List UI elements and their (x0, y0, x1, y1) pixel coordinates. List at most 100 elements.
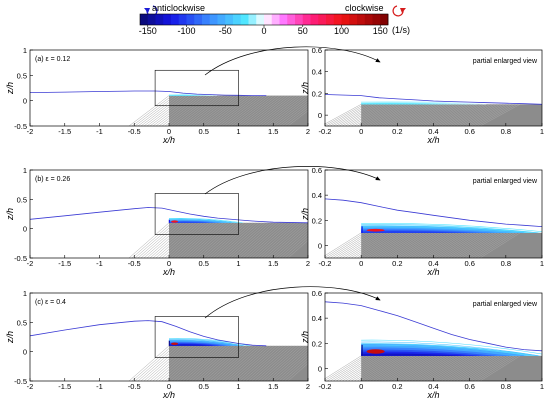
step-hatch (432, 104, 473, 126)
y-axis-label: z/h (5, 208, 15, 221)
colorbar-cell (186, 14, 195, 25)
step-hatch (423, 104, 464, 126)
step-hatch (128, 222, 170, 258)
step-hatch (176, 345, 218, 381)
step-hatch (194, 95, 236, 126)
colorbar-cell (171, 14, 180, 25)
step-hatch (411, 104, 452, 126)
step-hatch (399, 232, 440, 258)
step-hatch (269, 96, 308, 126)
step-hatch (248, 95, 290, 126)
step-hatch (272, 99, 308, 126)
colorbar-tick-label: -100 (177, 26, 195, 36)
step-hatch (327, 104, 368, 126)
step-hatch (369, 104, 410, 126)
y-tick-label: 0.5 (17, 195, 27, 204)
step-hatch (218, 222, 260, 258)
y-tick-label: 0.5 (17, 71, 27, 80)
step-hatch (203, 95, 245, 126)
step-hatch (191, 345, 233, 381)
x-tick-label: 0.4 (428, 382, 438, 391)
chart-panel-4: -0.2 0 0.2 0.4 0.6 0.8 1 0 0.2 0.4 0.6 x/h z/h partia… (300, 46, 544, 145)
zoom-connector-arrow-c (204, 286, 381, 319)
step-hatch (152, 95, 194, 126)
chart-panel-2: -2 -1.5 -1 -0.5 0 0.5 1 1.5 2 -0.5 0 0.5 1 x/h z/h (b) … (5, 166, 310, 277)
step-hatch (206, 345, 248, 381)
step-hatch (396, 104, 437, 126)
step-hatch (128, 345, 170, 381)
step-hatch (396, 355, 437, 381)
y-tick-label: 1 (23, 166, 27, 175)
vortex-core (366, 228, 385, 232)
step-hatch (257, 345, 299, 381)
x-tick-label: 0.6 (464, 382, 474, 391)
step-hatch (378, 232, 419, 258)
step-hatch (462, 355, 503, 381)
step-hatch (206, 222, 248, 258)
colorbar-cell (372, 14, 381, 25)
step-hatch (188, 95, 230, 126)
y-tick-label: 0.4 (312, 314, 322, 323)
step-hatch (375, 104, 416, 126)
vortex-contour (168, 218, 238, 224)
step-hatch (342, 232, 383, 258)
step-hatch (393, 232, 434, 258)
x-tick-label: -2 (27, 259, 34, 268)
y-tick-label: 0 (318, 241, 322, 250)
zoom-box (154, 193, 239, 235)
step-hatch (325, 355, 362, 379)
step-hatch (405, 355, 446, 381)
step-hatch (354, 104, 395, 126)
x-tick-label: 1 (236, 127, 240, 136)
step-hatch (429, 232, 470, 258)
step-hatch (236, 222, 278, 258)
step-hatch (390, 104, 431, 126)
step-hatch (179, 345, 221, 381)
step-hatch (363, 355, 404, 381)
step-hatch (284, 360, 308, 381)
step-hatch (339, 355, 380, 381)
vortex-contour (361, 101, 477, 105)
colorbar-cell (178, 14, 187, 25)
step-hatch (176, 95, 218, 126)
colorbar: anticlockwise clockwise -150 -100 -50 0 50 10… (139, 3, 410, 36)
x-tick-label: -2 (27, 127, 34, 136)
step-hatch (393, 355, 434, 381)
zoom-box (154, 69, 239, 107)
step-hatch (275, 229, 308, 258)
vortex-core (171, 342, 179, 345)
step-hatch (200, 222, 242, 258)
free-surface-line (325, 301, 542, 352)
step-hatch (143, 345, 185, 381)
step-hatch (435, 355, 476, 381)
step-hatch (408, 232, 449, 258)
step-hatch (212, 345, 254, 381)
step-hatch (260, 222, 302, 258)
y-tick-label: 0 (23, 348, 27, 357)
step-hatch (278, 103, 308, 126)
step-hatch (206, 95, 248, 126)
step-hatch (242, 345, 284, 381)
colorbar-cell (287, 14, 296, 25)
step-hatch (230, 95, 272, 126)
step-hatch (182, 345, 224, 381)
x-tick-label: 0.5 (199, 259, 209, 268)
step-hatch (339, 232, 380, 258)
colorbar-cell (279, 14, 288, 25)
step-hatch (411, 232, 452, 258)
step-hatch (254, 95, 296, 126)
colorbar-left-label: anticlockwise (152, 3, 205, 13)
x-tick-label: 0 (359, 259, 363, 268)
step-hatch (257, 222, 299, 258)
step-hatch (372, 232, 413, 258)
step-hatch (263, 95, 305, 126)
plot-area (30, 207, 308, 258)
step-hatch (242, 222, 284, 258)
zoom-connector-arrow-b (204, 166, 381, 195)
panel-label: (b) ε = 0.26 (35, 176, 70, 183)
step-hatch (179, 222, 221, 258)
y-tick-label: 0.6 (312, 166, 322, 175)
step-hatch (402, 355, 443, 381)
step-hatch (137, 222, 179, 258)
x-tick-label: 1.5 (268, 127, 278, 136)
